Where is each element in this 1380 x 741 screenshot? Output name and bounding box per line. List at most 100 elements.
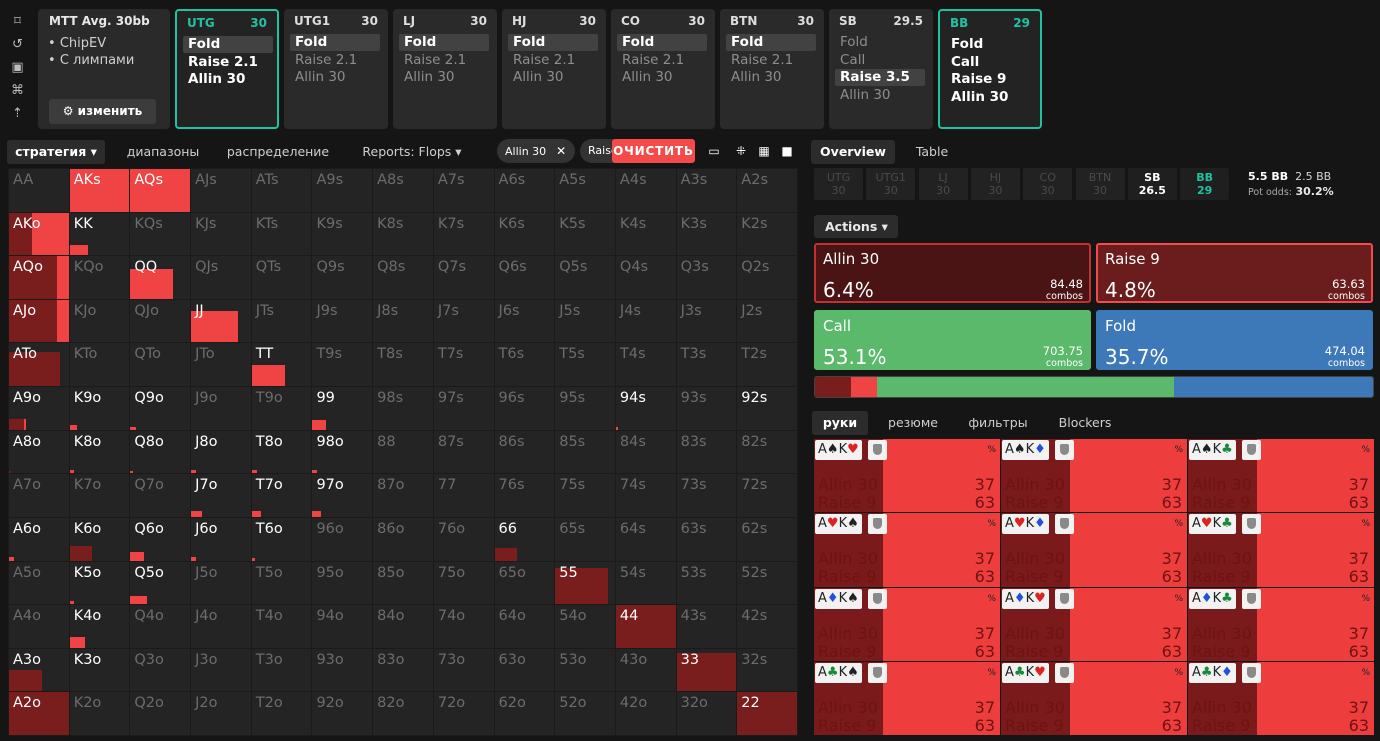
matrix-cell[interactable]: J5o [191,561,251,605]
combo-cell[interactable]: A♠K♦% Allin 30 Raise 9 37 63 [1001,439,1187,513]
combo-cell[interactable]: A♦K♥% Allin 30 Raise 9 37 63 [1001,587,1187,661]
matrix-cell[interactable]: 74s [615,474,676,517]
matrix-cell[interactable]: 53o [555,648,615,692]
seq-sb[interactable]: SB 26.5 [1127,168,1177,200]
matrix-cell[interactable]: J6s [494,299,555,343]
matrix-cell[interactable]: J2o [191,692,251,735]
tab-blockers[interactable]: Blockers [1058,415,1112,430]
matrix-cell[interactable]: A9o [9,387,69,430]
matrix-cell[interactable]: J4o [191,605,251,648]
matrix-cell[interactable]: Q3o [130,648,191,692]
matrix-cell[interactable]: 93s [676,387,737,430]
matrix-cell[interactable]: K4o [69,605,130,648]
matrix-cell[interactable]: Q2o [130,692,191,735]
matrix-cell[interactable]: 43o [615,648,676,692]
combo-cell[interactable]: A♣K♠% Allin 30 Raise 9 37 63 [814,661,1000,735]
gamepad-icon[interactable]: ⌘ [11,83,24,98]
matrix-cell[interactable]: K3o [69,648,130,692]
matrix-cell[interactable]: K6o [69,517,130,561]
position-action[interactable]: Allin 30 [513,69,564,85]
matrix-cell[interactable]: Q7s [433,256,494,299]
edit-button[interactable]: ⚙ изменить [49,99,156,124]
position-action[interactable]: Fold [726,34,816,51]
matrix-cell[interactable]: 75s [555,474,615,517]
matrix-cell[interactable]: A4s [615,169,676,212]
matrix-cell[interactable]: A2s [737,169,797,212]
matrix-cell[interactable]: 75o [433,561,494,605]
action-card-raise[interactable]: Raise 9 4.8% 63.63 combos [1096,243,1373,303]
matrix-cell[interactable]: J8s [373,299,433,343]
matrix-cell[interactable]: 65o [494,561,555,605]
seq-utg[interactable]: UTG 30 [814,168,863,200]
view-single-icon[interactable]: ▭ [708,144,720,158]
matrix-cell[interactable]: 94o [312,605,373,648]
matrix-cell[interactable]: T5s [555,343,615,387]
matrix-cell[interactable]: 62s [737,517,797,561]
matrix-cell[interactable]: QJs [191,256,251,299]
matrix-cell[interactable]: AA [9,169,69,212]
matrix-cell[interactable]: T7o [251,474,312,517]
matrix-cell[interactable]: T4s [615,343,676,387]
tab-hands[interactable]: руки [812,411,868,435]
matrix-cell[interactable]: 97s [433,387,494,430]
tab-table[interactable]: Table [915,144,949,159]
matrix-cell[interactable]: ATs [251,169,312,212]
tab-strategy[interactable]: стратегия ▾ [7,140,105,164]
filter-chip-allin[interactable]: Allin 30 ✕ [497,139,575,163]
matrix-cell[interactable]: 52s [737,561,797,605]
matrix-cell[interactable]: 93o [312,648,373,692]
matrix-cell[interactable]: 42o [615,692,676,735]
save-icon[interactable]: ▣ [11,60,24,75]
matrix-cell[interactable]: Q4o [130,605,191,648]
matrix-cell[interactable]: T6o [251,517,312,561]
matrix-cell[interactable]: 76o [433,517,494,561]
tab-overview[interactable]: Overview [811,140,895,164]
matrix-cell[interactable]: T2s [737,343,797,387]
combo-cell[interactable]: A♦K♠% Allin 30 Raise 9 37 63 [814,587,1000,661]
position-action[interactable]: Fold [290,34,380,51]
matrix-cell[interactable]: 73o [433,648,494,692]
matrix-cell[interactable]: A3o [9,648,69,692]
matrix-cell[interactable]: A4o [9,605,69,648]
matrix-cell[interactable]: A8o [9,430,69,474]
position-action[interactable]: Allin 30 [951,88,1009,105]
position-action[interactable]: Raise 2.1 [295,51,358,68]
matrix-cell[interactable]: K9o [69,387,130,430]
position-card-bb[interactable]: BB 29 Fold Call Raise 9 Allin 30 [938,9,1042,129]
actions-dropdown[interactable]: Actions ▾ [814,215,898,238]
close-icon[interactable]: ✕ [556,144,567,158]
position-action[interactable]: Fold [840,34,868,50]
view-compact-icon[interactable]: ⁜ [735,144,747,158]
position-card-utg1[interactable]: UTG1 30 Fold Raise 2.1 Allin 30 [284,9,388,129]
seq-hj[interactable]: HJ 30 [970,168,1020,200]
position-action[interactable]: Raise 9 [951,71,1007,87]
matrix-cell[interactable]: J6o [191,517,251,561]
matrix-cell[interactable]: A3s [676,169,737,212]
matrix-cell[interactable]: KTo [69,343,130,387]
matrix-cell[interactable]: 97o [312,474,373,517]
matrix-cell[interactable]: 64s [615,517,676,561]
matrix-cell[interactable]: KQo [69,256,130,299]
matrix-cell[interactable]: J7o [191,474,251,517]
matrix-cell[interactable]: 96o [312,517,373,561]
combo-cell[interactable]: A♠K♥% Allin 30 Raise 9 37 63 [814,439,1000,513]
matrix-cell[interactable]: 42s [737,605,797,648]
matrix-cell[interactable]: AJs [191,169,251,212]
position-card-btn[interactable]: BTN 30 Fold Raise 2.1 Allin 30 [720,9,824,129]
matrix-cell[interactable]: KJo [69,299,130,343]
combo-cell[interactable]: A♣K♥% Allin 30 Raise 9 37 63 [1001,661,1187,735]
position-action[interactable]: Allin 30 [295,69,346,85]
position-action[interactable]: Raise 3.5 [835,69,925,86]
action-card-allin[interactable]: Allin 30 6.4% 84.48 combos [814,243,1091,303]
matrix-cell[interactable]: T5o [251,561,312,605]
matrix-cell[interactable]: 32o [676,692,737,735]
position-action[interactable]: Allin 30 [188,71,246,87]
matrix-cell[interactable]: JJ [191,299,251,343]
matrix-cell[interactable]: Q9o [130,387,191,430]
position-action[interactable]: Raise 2.1 [513,51,576,68]
matrix-cell[interactable]: K8s [373,212,433,256]
matrix-cell[interactable]: 88 [373,430,433,474]
matrix-cell[interactable]: K7s [433,212,494,256]
history-icon[interactable]: ↺ [12,37,23,52]
matrix-cell[interactable]: AQs [130,169,191,212]
